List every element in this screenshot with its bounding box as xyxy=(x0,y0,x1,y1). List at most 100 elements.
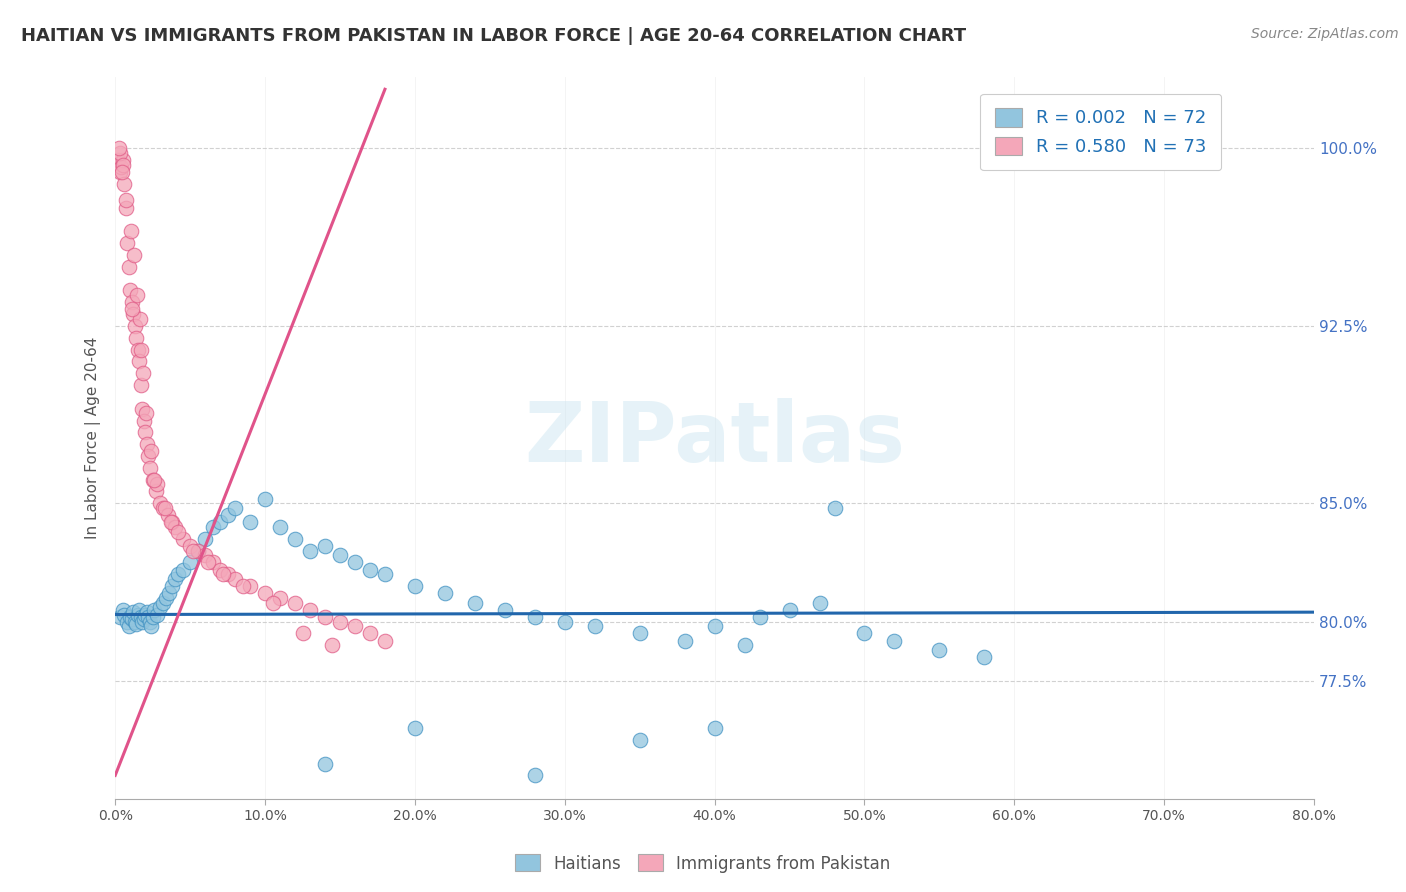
Point xyxy=(132,366,155,380)
Point xyxy=(201,520,224,534)
Point xyxy=(125,288,148,302)
Point xyxy=(131,401,153,416)
Point xyxy=(187,543,209,558)
Point xyxy=(146,607,169,622)
Point xyxy=(115,235,138,250)
Point xyxy=(136,610,159,624)
Point xyxy=(127,343,149,357)
Point xyxy=(374,567,396,582)
Point xyxy=(359,563,381,577)
Point xyxy=(853,626,876,640)
Point xyxy=(343,556,366,570)
Point xyxy=(124,615,146,629)
Point xyxy=(404,579,426,593)
Point xyxy=(194,549,217,563)
Point xyxy=(125,617,148,632)
Point xyxy=(554,615,576,629)
Point xyxy=(239,579,262,593)
Point xyxy=(128,354,150,368)
Point xyxy=(118,260,141,274)
Point xyxy=(129,343,152,357)
Point xyxy=(129,311,152,326)
Point xyxy=(239,515,262,529)
Point xyxy=(209,563,232,577)
Point xyxy=(314,610,336,624)
Point xyxy=(134,425,156,440)
Point xyxy=(138,615,160,629)
Point xyxy=(114,201,136,215)
Point xyxy=(194,532,217,546)
Point xyxy=(628,732,651,747)
Point xyxy=(149,600,172,615)
Point xyxy=(160,579,183,593)
Point xyxy=(131,615,153,629)
Point xyxy=(120,284,142,298)
Point xyxy=(179,556,201,570)
Point xyxy=(703,721,725,735)
Point xyxy=(212,567,235,582)
Point xyxy=(108,165,131,179)
Point xyxy=(135,437,157,451)
Point xyxy=(121,302,143,317)
Point xyxy=(314,539,336,553)
Legend: R = 0.002   N = 72, R = 0.580   N = 73: R = 0.002 N = 72, R = 0.580 N = 73 xyxy=(980,94,1222,170)
Point xyxy=(254,586,277,600)
Point xyxy=(118,619,141,633)
Point xyxy=(142,610,165,624)
Point xyxy=(217,567,239,582)
Point xyxy=(329,549,352,563)
Point xyxy=(883,633,905,648)
Point xyxy=(129,610,152,624)
Point xyxy=(129,378,152,392)
Point xyxy=(197,556,219,570)
Point xyxy=(141,444,163,458)
Point xyxy=(172,532,194,546)
Point xyxy=(112,607,135,622)
Point xyxy=(146,477,169,491)
Point xyxy=(928,643,950,657)
Point xyxy=(343,619,366,633)
Point xyxy=(973,650,995,665)
Point xyxy=(201,556,224,570)
Point xyxy=(314,756,336,771)
Point xyxy=(291,626,314,640)
Point xyxy=(464,596,486,610)
Point xyxy=(167,524,190,539)
Point xyxy=(155,591,177,605)
Point xyxy=(494,603,516,617)
Point xyxy=(111,165,134,179)
Point xyxy=(232,579,254,593)
Point xyxy=(156,508,179,523)
Text: Source: ZipAtlas.com: Source: ZipAtlas.com xyxy=(1251,27,1399,41)
Text: HAITIAN VS IMMIGRANTS FROM PAKISTAN IN LABOR FORCE | AGE 20-64 CORRELATION CHART: HAITIAN VS IMMIGRANTS FROM PAKISTAN IN L… xyxy=(21,27,966,45)
Point xyxy=(107,153,129,168)
Point xyxy=(132,612,155,626)
Point xyxy=(143,603,166,617)
Point xyxy=(703,619,725,633)
Point xyxy=(224,501,246,516)
Point xyxy=(121,295,143,310)
Point xyxy=(135,406,157,420)
Point xyxy=(138,460,160,475)
Point xyxy=(124,318,146,333)
Point xyxy=(824,501,846,516)
Point xyxy=(284,532,307,546)
Point xyxy=(404,721,426,735)
Point xyxy=(122,605,145,619)
Point xyxy=(209,515,232,529)
Point xyxy=(153,501,176,516)
Point xyxy=(127,607,149,622)
Point xyxy=(132,413,155,427)
Point xyxy=(111,603,134,617)
Point xyxy=(808,596,831,610)
Point xyxy=(329,615,352,629)
Point xyxy=(143,473,166,487)
Point xyxy=(111,153,134,168)
Point xyxy=(110,146,132,161)
Point xyxy=(159,515,181,529)
Point xyxy=(160,515,183,529)
Point xyxy=(433,586,456,600)
Point xyxy=(122,307,145,321)
Point xyxy=(217,508,239,523)
Point xyxy=(321,638,343,652)
